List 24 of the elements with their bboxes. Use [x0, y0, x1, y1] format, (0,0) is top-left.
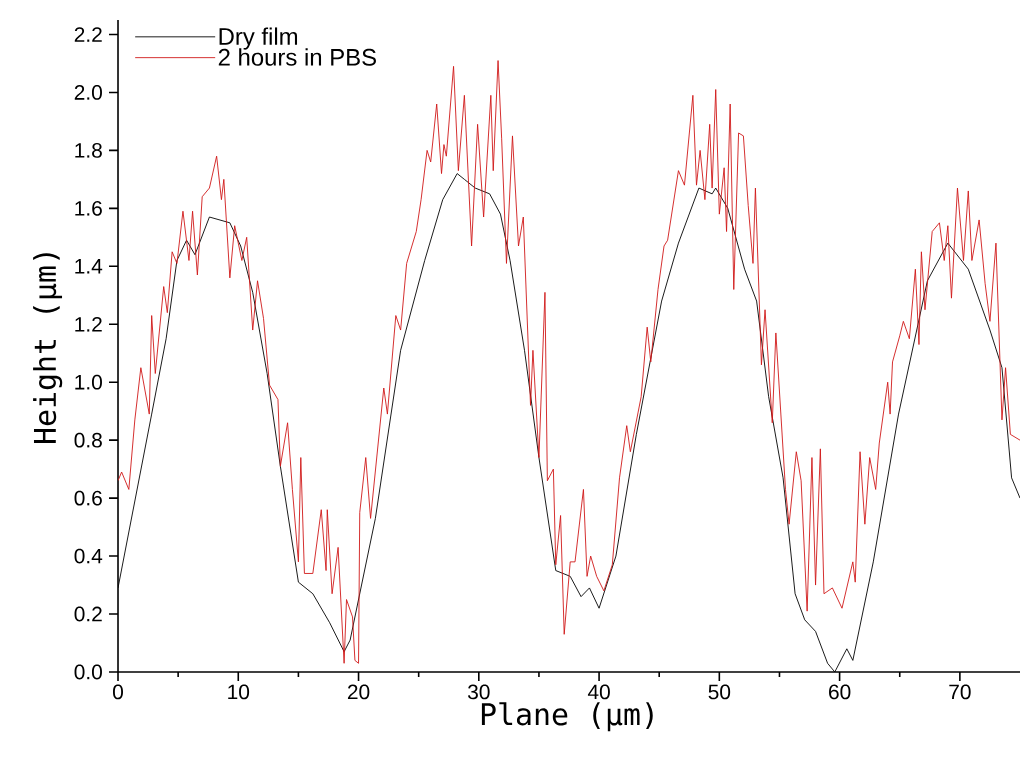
y-tick-label: 1.4	[75, 259, 103, 274]
x-tick-label: 60	[829, 684, 851, 700]
y-axis-title: Height (μm)	[33, 253, 63, 443]
y-tick-label: 2.0	[74, 85, 102, 100]
y-tick-label: 2.2	[74, 27, 102, 42]
x-tick-label: 0	[113, 684, 123, 700]
y-tick-label: 1.0	[75, 374, 102, 390]
x-tick-label: 20	[347, 684, 370, 700]
x-tick-label: 70	[949, 684, 971, 700]
x-tick-label: 10	[228, 684, 250, 700]
y-tick-label: 0.8	[74, 432, 102, 448]
y-tick-label: 1.8	[75, 142, 102, 158]
y-tick-label: 0.4	[74, 548, 103, 564]
x-axis-title: Plane (μm)	[481, 702, 653, 732]
y-tick-label: 0.6	[74, 490, 102, 506]
x-tick-label: 50	[708, 684, 731, 700]
y-tick-label: 0.0	[74, 664, 102, 680]
x-tick-label: 40	[587, 684, 610, 700]
x-tick-label: 30	[467, 684, 490, 700]
y-tick-label: 1.2	[75, 316, 102, 332]
y-tick-label: 1.6	[75, 200, 102, 216]
legend-label: Dry film	[219, 27, 298, 50]
legend-label: 2 hours in PBS	[218, 48, 376, 66]
y-tick-label: 0.2	[74, 606, 102, 622]
